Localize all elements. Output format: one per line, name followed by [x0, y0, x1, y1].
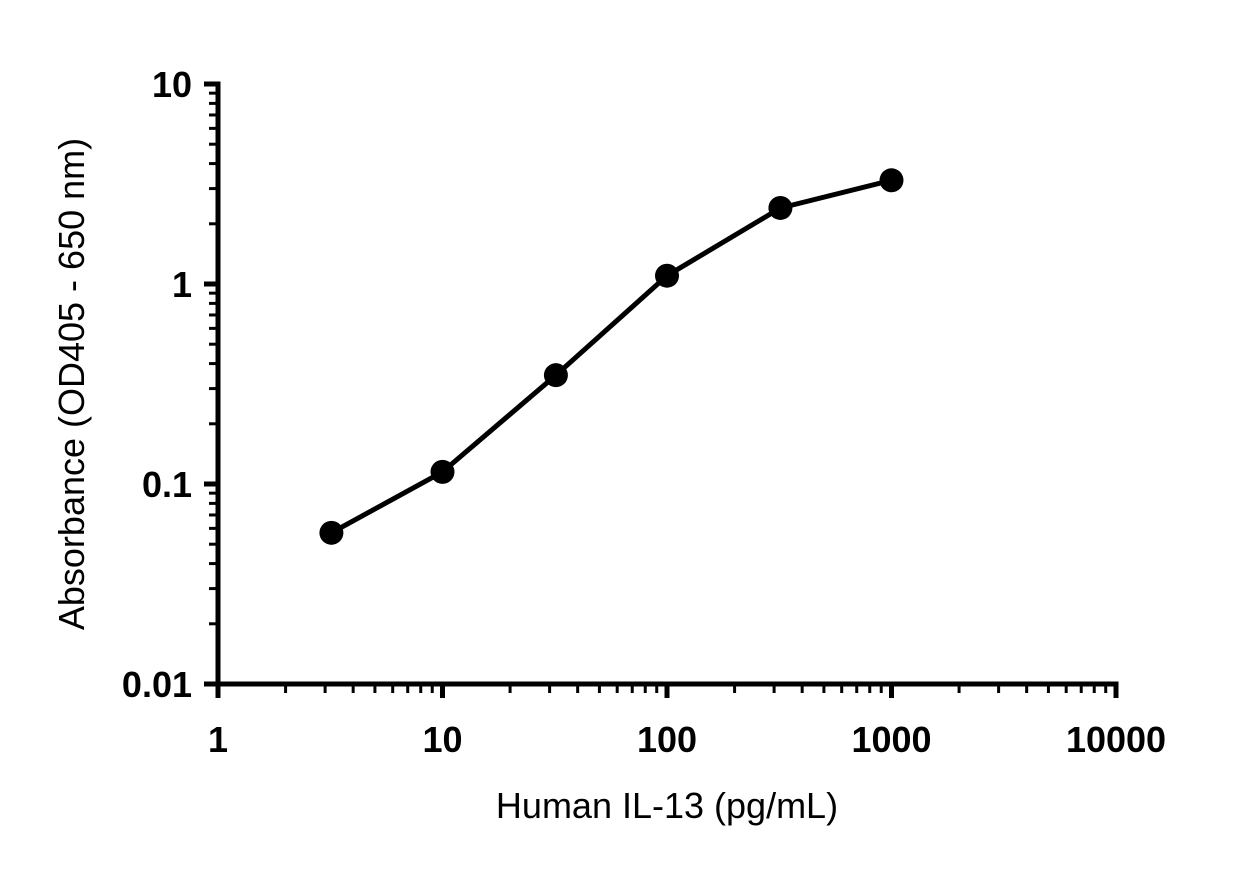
x-tick-label: 10000	[1066, 719, 1166, 760]
series-layer	[319, 168, 904, 545]
series-line	[330, 177, 893, 535]
data-point	[543, 363, 568, 388]
data-point	[430, 459, 455, 484]
y-tick-label: 0.1	[142, 464, 192, 505]
y-tick-label: 0.01	[122, 664, 192, 705]
major-ticks	[204, 81, 1119, 698]
y-tick-labels: 0.01 0.1 1 10	[122, 64, 192, 705]
x-tick-labels: 1 10 100 1000 10000	[208, 719, 1166, 760]
x-axis-title: Human IL-13 (pg/mL)	[496, 785, 838, 826]
x-tick-label: 1000	[851, 719, 931, 760]
data-point	[655, 263, 679, 288]
y-tick-label: 10	[152, 64, 192, 105]
x-tick-label: 10	[422, 719, 462, 760]
y-tick-label: 1	[172, 264, 192, 305]
minor-ticks	[209, 91, 1108, 693]
x-tick-label: 100	[637, 719, 697, 760]
x-tick-label: 1	[208, 719, 228, 760]
y-axis-title: Absorbance (OD405 - 650 nm)	[51, 138, 92, 630]
data-point	[768, 195, 793, 220]
data-point	[319, 520, 344, 545]
data-point	[879, 168, 904, 193]
